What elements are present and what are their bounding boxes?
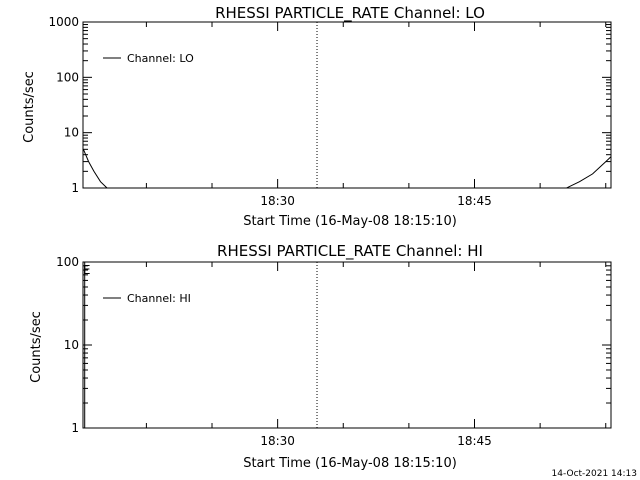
lo-x-axis-label: Start Time (16-May-08 18:15:10)	[243, 214, 457, 229]
hi-x-tick-label: 18:45	[457, 434, 492, 448]
lo-y-axis-label: Counts/sec	[22, 71, 37, 143]
lo-series-line	[565, 156, 611, 188]
hi-y-tick-label: 10	[64, 338, 79, 352]
hi-chart-title: RHESSI PARTICLE_RATE Channel: HI	[217, 242, 483, 261]
hi-y-tick-label: 1	[71, 421, 79, 435]
hi-plot-frame	[82, 261, 612, 429]
lo-series-line	[83, 149, 108, 188]
lo-chart-title: RHESSI PARTICLE_RATE Channel: LO	[215, 4, 485, 23]
hi-x-axis-label: Start Time (16-May-08 18:15:10)	[243, 456, 457, 471]
hi-y-tick-label: 100	[56, 255, 79, 269]
lo-y-tick-label: 1000	[48, 15, 79, 29]
lo-y-tick-label: 1	[71, 181, 79, 195]
lo-plot-frame	[82, 21, 612, 189]
lo-channel-panel: RHESSI PARTICLE_RATE Channel: LO Start T…	[22, 4, 612, 229]
generation-timestamp: 14-Oct-2021 14:13	[552, 469, 637, 479]
lo-x-tick-label: 18:30	[260, 194, 295, 208]
hi-x-tick-label: 18:30	[260, 434, 295, 448]
hi-event-marker-label: E	[83, 263, 91, 277]
lo-y-tick-label: 10	[64, 126, 79, 140]
lo-y-tick-label: 100	[56, 70, 79, 84]
hi-legend-label: Channel: HI	[127, 292, 191, 305]
lo-x-tick-label: 18:45	[457, 194, 492, 208]
hi-channel-panel: RHESSI PARTICLE_RATE Channel: HI Start T…	[29, 242, 612, 471]
lo-legend-label: Channel: LO	[127, 52, 194, 65]
hi-y-axis-label: Counts/sec	[29, 311, 44, 383]
